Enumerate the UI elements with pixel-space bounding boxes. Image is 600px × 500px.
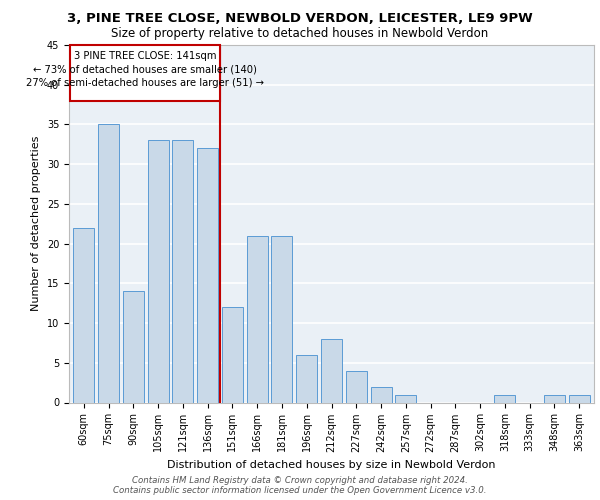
Text: 3 PINE TREE CLOSE: 141sqm: 3 PINE TREE CLOSE: 141sqm bbox=[74, 52, 217, 62]
Bar bbox=[73, 228, 94, 402]
Y-axis label: Number of detached properties: Number of detached properties bbox=[31, 136, 41, 312]
Text: ← 73% of detached houses are smaller (140): ← 73% of detached houses are smaller (14… bbox=[33, 65, 257, 75]
Bar bbox=[172, 140, 193, 402]
Bar bbox=[197, 148, 218, 402]
Text: Contains public sector information licensed under the Open Government Licence v3: Contains public sector information licen… bbox=[113, 486, 487, 495]
Bar bbox=[98, 124, 119, 402]
Bar bbox=[346, 370, 367, 402]
Text: 3, PINE TREE CLOSE, NEWBOLD VERDON, LEICESTER, LE9 9PW: 3, PINE TREE CLOSE, NEWBOLD VERDON, LEIC… bbox=[67, 12, 533, 26]
Bar bbox=[544, 394, 565, 402]
Bar bbox=[148, 140, 169, 402]
Bar bbox=[271, 236, 292, 402]
Bar bbox=[569, 394, 590, 402]
Text: Contains HM Land Registry data © Crown copyright and database right 2024.: Contains HM Land Registry data © Crown c… bbox=[132, 476, 468, 485]
FancyBboxPatch shape bbox=[70, 45, 220, 100]
Bar bbox=[371, 386, 392, 402]
Bar bbox=[222, 307, 243, 402]
Bar bbox=[395, 394, 416, 402]
Text: 27% of semi-detached houses are larger (51) →: 27% of semi-detached houses are larger (… bbox=[26, 78, 264, 88]
Bar bbox=[123, 292, 144, 403]
Bar bbox=[321, 339, 342, 402]
Bar bbox=[296, 355, 317, 403]
Bar bbox=[247, 236, 268, 402]
X-axis label: Distribution of detached houses by size in Newbold Verdon: Distribution of detached houses by size … bbox=[167, 460, 496, 470]
Text: Size of property relative to detached houses in Newbold Verdon: Size of property relative to detached ho… bbox=[112, 28, 488, 40]
Bar bbox=[494, 394, 515, 402]
